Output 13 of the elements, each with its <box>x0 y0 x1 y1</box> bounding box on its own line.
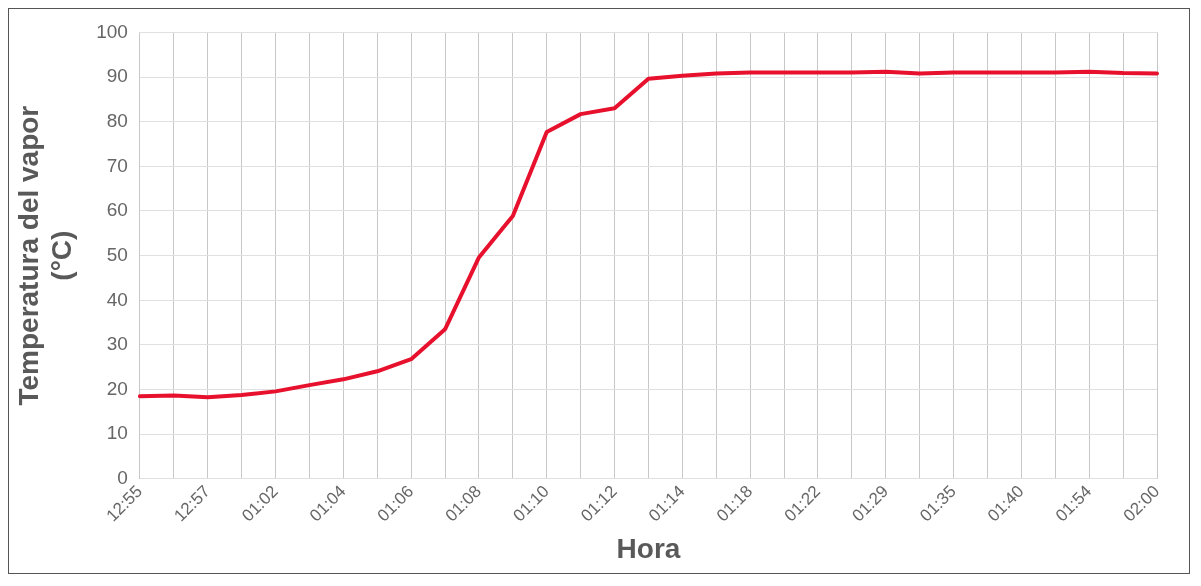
y-tick-label: 90 <box>106 65 128 87</box>
y-axis-title: Temperatura del vapor (°C) <box>12 105 78 406</box>
y-tick-label: 30 <box>106 333 128 355</box>
y-tick-label: 20 <box>106 377 128 399</box>
y-tick-label: 80 <box>106 109 128 131</box>
y-tick-label: 60 <box>106 199 128 221</box>
y-tick-label: 70 <box>106 154 128 176</box>
y-tick-label: 50 <box>106 243 128 265</box>
y-tick-label: 100 <box>96 20 128 42</box>
y-tick-label: 40 <box>106 288 128 310</box>
y-tick-label: 0 <box>117 467 128 489</box>
y-tick-label: 10 <box>106 422 128 444</box>
x-axis-title: Hora <box>616 532 681 564</box>
